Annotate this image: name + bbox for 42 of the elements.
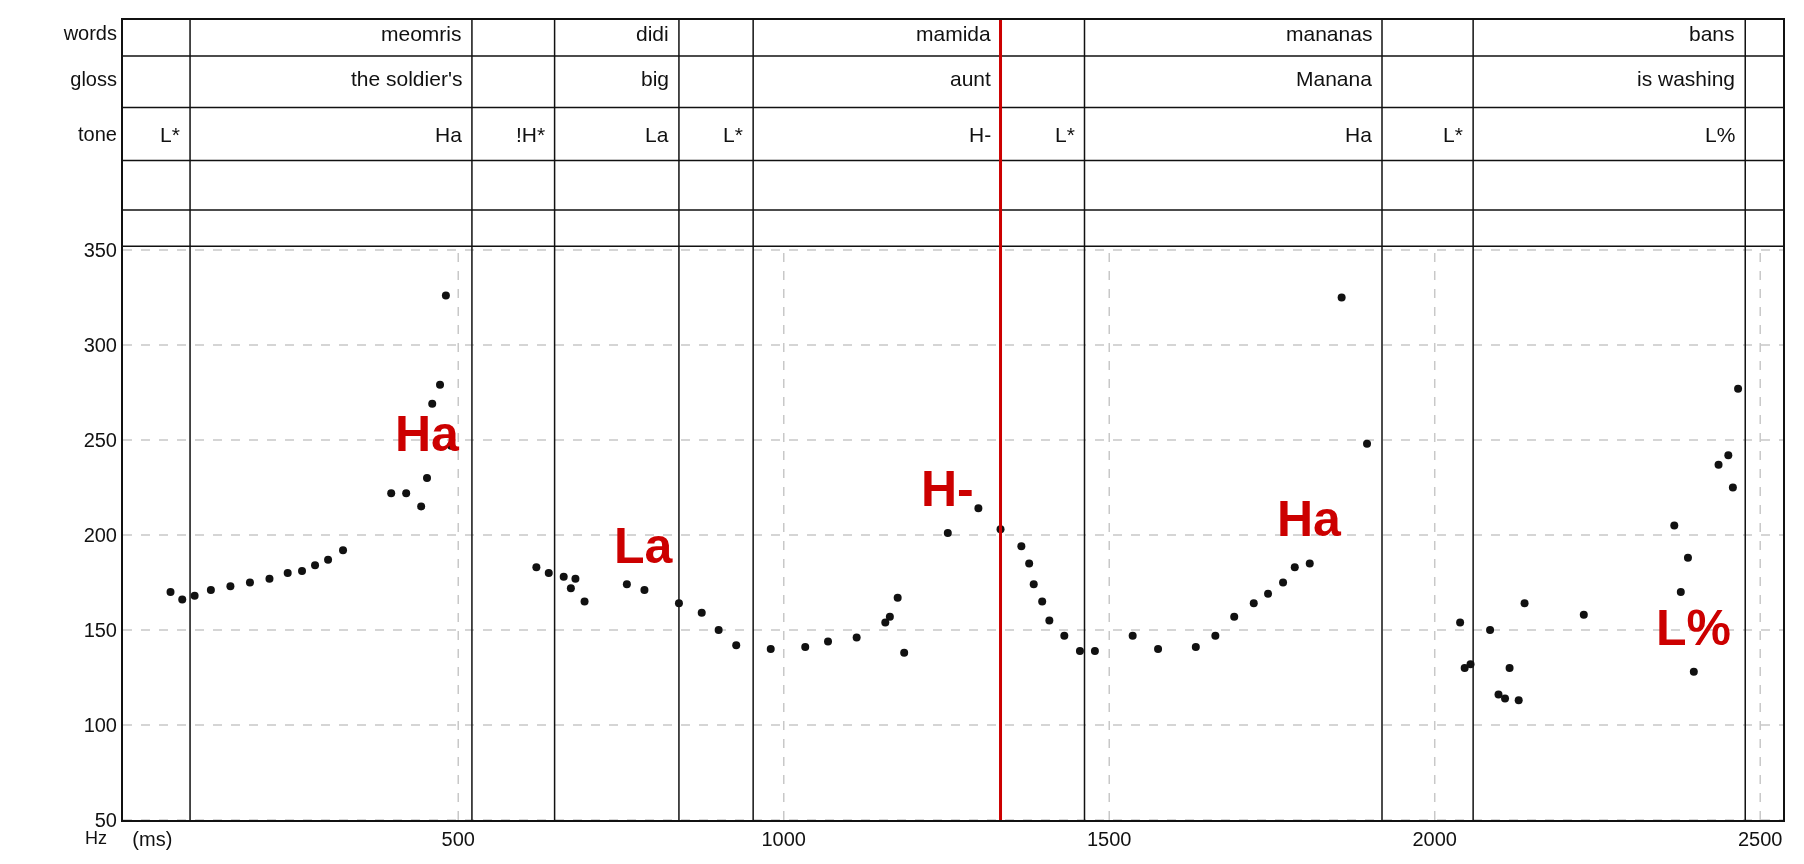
annotation: Ha [395,406,461,462]
y-tick-label: 350 [83,238,117,261]
annotation: L* [1443,123,1463,146]
y-tick-label: gloss [70,67,117,90]
y-tick-label: tone [78,123,117,146]
annotation: Ha [435,123,463,146]
annotation: didi [636,22,669,45]
x-tick-label: (ms) [132,828,173,850]
annotation: La [614,518,674,574]
x-tick-label: 2500 [1737,828,1783,850]
y-tick-label: 250 [83,428,117,451]
annotation: mananas [1286,22,1373,45]
y-tick-label: words [62,22,117,45]
annotation: L* [1055,123,1075,146]
annotation: H- [969,123,992,146]
y-axis-title: Hz [85,828,107,848]
annotation: the soldier's [351,67,463,90]
y-tick-label: 300 [83,333,117,356]
y-tick-label: 200 [83,523,117,546]
annotation: L% [1705,123,1736,146]
annotation: Manana [1296,67,1373,90]
y-tick-label: 100 [83,713,117,736]
x-tick-label: 2000 [1412,828,1457,850]
annotation: Ha [1277,491,1343,547]
annotation: is washing [1637,67,1736,90]
y-tick-label: 50 [94,809,117,831]
y-tick-label: 150 [83,618,117,641]
annotation: mamida [916,22,992,45]
annotation: L* [723,123,743,146]
annotation: bans [1689,22,1735,45]
annotation: big [641,67,670,90]
annotation: aunt [950,67,992,90]
annotation: L% [1656,600,1731,656]
annotation: H- [921,461,974,517]
annotation: meomris [381,22,462,45]
x-tick-label: 1500 [1086,828,1132,850]
annotation: Ha [1345,123,1373,146]
annotation: La [645,123,669,146]
annotation: L* [160,123,180,146]
x-tick-label: 500 [441,828,475,850]
annotation: !H* [516,123,546,146]
x-tick-label: 1000 [761,828,806,850]
